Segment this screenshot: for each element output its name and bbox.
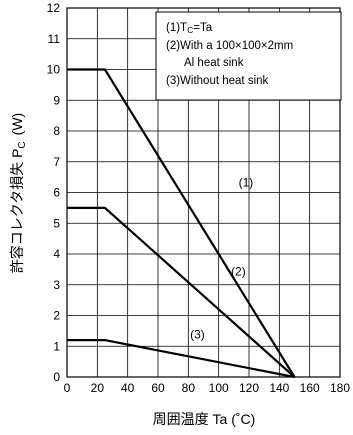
series-line-3 xyxy=(67,339,295,379)
legend-line-3: Al heat sink xyxy=(184,57,244,69)
y-tick-label: 8 xyxy=(53,124,60,138)
x-axis-title: 周囲温度 Ta (˚C) xyxy=(153,411,256,427)
series-label-1: (1) xyxy=(239,175,254,189)
y-tick-label: 0 xyxy=(53,370,60,384)
y-tick-label: 12 xyxy=(47,1,61,15)
legend-line-4: (3)Without heat sink xyxy=(166,75,269,87)
y-tick-label: 2 xyxy=(53,309,60,323)
y-axis-title: 許容コレクタ損失 PC(W) xyxy=(9,113,28,273)
legend-box xyxy=(155,11,342,101)
x-tick-labels: 0 20 40 60 80 100 120 140 160 180 xyxy=(64,381,351,395)
legend: (1)TC=Ta (2)With a 100×100×2mm Al heat s… xyxy=(155,11,342,101)
x-tick-label: 80 xyxy=(182,381,196,395)
x-tick-label: 160 xyxy=(300,381,320,395)
y-tick-label: 10 xyxy=(47,63,61,77)
series-layer xyxy=(67,68,296,379)
y-tick-label: 3 xyxy=(53,278,60,292)
y-tick-label: 9 xyxy=(53,93,60,107)
series-label-3: (3) xyxy=(190,328,205,342)
plot-frame xyxy=(66,7,341,378)
y-tick-label: 1 xyxy=(53,339,60,353)
x-tick-label: 60 xyxy=(151,381,165,395)
x-tick-label: 40 xyxy=(121,381,135,395)
x-tick-label: 0 xyxy=(64,381,71,395)
y-tick-label: 4 xyxy=(53,247,60,261)
x-tick-label: 180 xyxy=(330,381,350,395)
x-tick-label: 100 xyxy=(209,381,229,395)
x-tick-label: 120 xyxy=(239,381,259,395)
curve-labels: (1) (2) (3) xyxy=(190,175,253,341)
y-tick-label: 7 xyxy=(53,155,60,169)
legend-line-2: (2)With a 100×100×2mm xyxy=(166,40,293,52)
y-tick-label: 11 xyxy=(48,32,61,46)
y-tick-label: 6 xyxy=(53,186,60,200)
y-tick-label: 5 xyxy=(53,216,60,230)
series-line-2 xyxy=(67,206,296,378)
series-line-1 xyxy=(67,68,296,378)
legend-line-1: (1)TC=Ta xyxy=(166,22,213,35)
x-tick-label: 20 xyxy=(91,381,105,395)
series-label-2: (2) xyxy=(231,265,246,279)
x-tick-label: 140 xyxy=(269,381,289,395)
